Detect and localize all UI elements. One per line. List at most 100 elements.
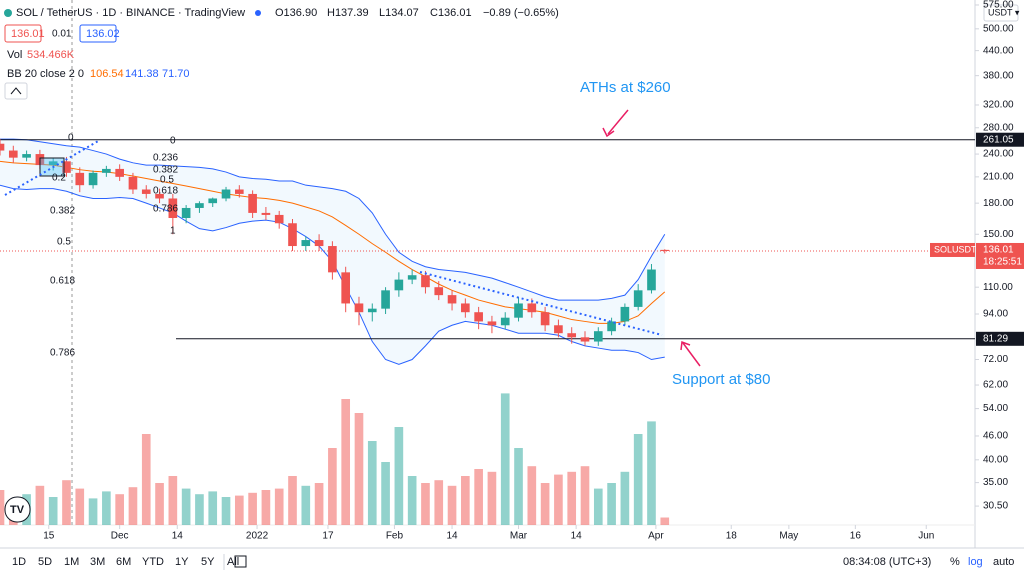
candle-body [554, 325, 563, 334]
fib-label: 0.382 [153, 165, 178, 176]
candle-body [567, 333, 577, 338]
y-tick-label: 46.00 [983, 431, 1008, 442]
legend: SOL / TetherUS · 1D · BINANCE · TradingV… [4, 7, 559, 100]
volume-bar [314, 483, 324, 525]
volume-bar [155, 483, 164, 525]
candle-body [461, 303, 470, 313]
fib-label: 0.786 [153, 204, 178, 215]
y-tick-label: 62.00 [983, 380, 1008, 391]
range-button[interactable]: 1D [12, 556, 26, 568]
candle-body [274, 214, 284, 224]
percent-button[interactable]: % [950, 556, 960, 568]
collapse-button[interactable] [4, 82, 28, 100]
y-tick-label: 180.00 [983, 198, 1014, 209]
volume-bar [607, 483, 616, 525]
candle-body [261, 212, 271, 215]
candle-body [195, 203, 204, 208]
candle-body [514, 303, 523, 318]
volume-bar [141, 434, 151, 525]
volume-bar [301, 485, 311, 525]
volume-bar [514, 448, 523, 525]
volume-bar [421, 483, 430, 525]
bid-box[interactable] [4, 24, 42, 43]
range-button[interactable]: All [227, 556, 239, 568]
y-tick-label: 110.00 [983, 282, 1013, 293]
volume-bar [102, 491, 111, 525]
spread: 0.01 [52, 29, 72, 40]
volume-bar [274, 488, 284, 525]
date-range-icon[interactable] [234, 555, 247, 568]
ask-box[interactable] [79, 24, 117, 43]
x-tick-label: Dec [111, 531, 129, 542]
currency-select[interactable] [983, 4, 1019, 22]
log-button[interactable]: log [968, 556, 983, 568]
candle-body [248, 193, 257, 213]
volume-bar [500, 393, 510, 525]
volume-bar [261, 490, 271, 525]
range-button[interactable]: 1Y [175, 556, 189, 568]
x-tick-label: May [779, 531, 798, 542]
candle-body [434, 287, 444, 296]
volume-bar [527, 466, 537, 525]
volume-bar [128, 487, 138, 525]
candle-body [181, 207, 191, 219]
x-tick-label: 15 [43, 531, 55, 542]
volume-bar [62, 480, 71, 525]
ohlc: C136.01 [430, 7, 472, 19]
candle-body [367, 308, 377, 313]
range-button[interactable]: 3M [90, 556, 105, 568]
x-tick-label: 14 [446, 531, 458, 542]
logo-mark: TV [10, 504, 25, 516]
logo [4, 496, 31, 523]
volume-bar [88, 498, 98, 525]
volume-bar [75, 488, 85, 525]
trend-line [4, 139, 101, 196]
volume-bar [367, 441, 377, 525]
y-tick-label: 150.00 [983, 229, 1014, 240]
x-tick-label: 18 [726, 531, 738, 542]
range-button[interactable]: YTD [142, 556, 164, 568]
volume-bar [633, 434, 643, 525]
x-tick-label: Apr [648, 531, 664, 542]
candle-body [341, 272, 351, 304]
range-button[interactable]: 5Y [201, 556, 215, 568]
candle-body [128, 176, 138, 190]
fib-label: 0.5 [57, 237, 71, 248]
auto-button[interactable]: auto [993, 556, 1014, 568]
volume-bar [474, 469, 483, 525]
candle-body [102, 168, 111, 173]
symbol-tag: SOLUSDT [934, 244, 977, 254]
candle-body [8, 150, 18, 158]
range-button[interactable]: 5D [38, 556, 52, 568]
y-tick-label: 94.00 [983, 309, 1008, 320]
volume-bar [620, 471, 630, 525]
volume-bar [248, 492, 257, 525]
volume-bar [115, 494, 124, 525]
volume-bar [660, 517, 670, 525]
ohlc-change: −0.89 (−0.65%) [483, 7, 559, 19]
last-price-box [976, 242, 1024, 269]
arrow-head [602, 127, 615, 138]
y-tick-label: 575.00 [983, 0, 1014, 11]
x-tick-label: 14 [571, 531, 583, 542]
h-line-label-box [976, 132, 1024, 147]
volume-bar [381, 462, 390, 525]
volume-bar [168, 476, 178, 525]
fib-label: 0.618 [50, 276, 75, 287]
candle-body [155, 193, 164, 199]
volume-bar [48, 497, 58, 525]
y-tick-label: 35.00 [983, 477, 1008, 488]
x-tick-label: Feb [386, 531, 404, 542]
volume-bar [593, 488, 603, 525]
candle-body [328, 246, 337, 273]
range-button[interactable]: 1M [64, 556, 79, 568]
symbol: SOL / TetherUS · 1D · BINANCE · TradingV… [16, 7, 245, 19]
y-tick-label: 500.00 [983, 23, 1014, 34]
range-button[interactable]: 6M [116, 556, 131, 568]
volume-bar [447, 485, 457, 525]
candle-body [647, 269, 656, 291]
status-dot [255, 10, 261, 16]
candle-body [407, 275, 417, 280]
candle-body [421, 275, 430, 288]
candle-body [208, 198, 218, 204]
